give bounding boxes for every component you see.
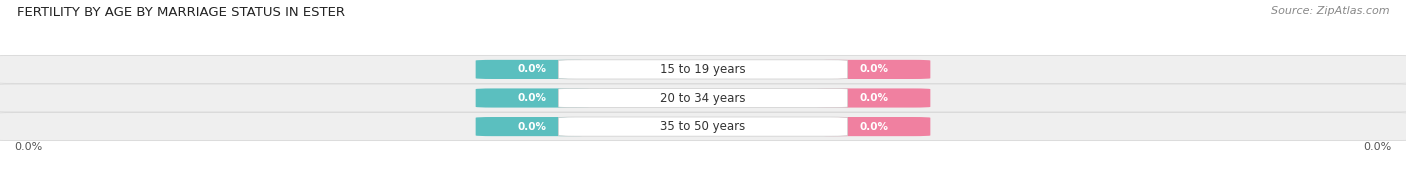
FancyBboxPatch shape — [558, 60, 848, 79]
Text: 0.0%: 0.0% — [859, 64, 889, 74]
FancyBboxPatch shape — [0, 84, 1406, 112]
FancyBboxPatch shape — [558, 88, 848, 108]
Text: Source: ZipAtlas.com: Source: ZipAtlas.com — [1271, 6, 1389, 16]
Text: 0.0%: 0.0% — [517, 93, 547, 103]
FancyBboxPatch shape — [475, 88, 589, 108]
FancyBboxPatch shape — [0, 113, 1406, 141]
Text: 35 to 50 years: 35 to 50 years — [661, 120, 745, 133]
Text: 0.0%: 0.0% — [517, 64, 547, 74]
FancyBboxPatch shape — [558, 117, 848, 136]
FancyBboxPatch shape — [817, 88, 931, 108]
Text: 20 to 34 years: 20 to 34 years — [661, 92, 745, 104]
Text: FERTILITY BY AGE BY MARRIAGE STATUS IN ESTER: FERTILITY BY AGE BY MARRIAGE STATUS IN E… — [17, 6, 344, 19]
Text: 0.0%: 0.0% — [517, 122, 547, 132]
Text: 15 to 19 years: 15 to 19 years — [661, 63, 745, 76]
Text: 0.0%: 0.0% — [859, 122, 889, 132]
Text: 0.0%: 0.0% — [14, 142, 42, 152]
FancyBboxPatch shape — [475, 60, 589, 79]
FancyBboxPatch shape — [475, 117, 589, 136]
Text: 0.0%: 0.0% — [859, 93, 889, 103]
FancyBboxPatch shape — [0, 55, 1406, 83]
FancyBboxPatch shape — [817, 117, 931, 136]
FancyBboxPatch shape — [817, 60, 931, 79]
Text: 0.0%: 0.0% — [1364, 142, 1392, 152]
